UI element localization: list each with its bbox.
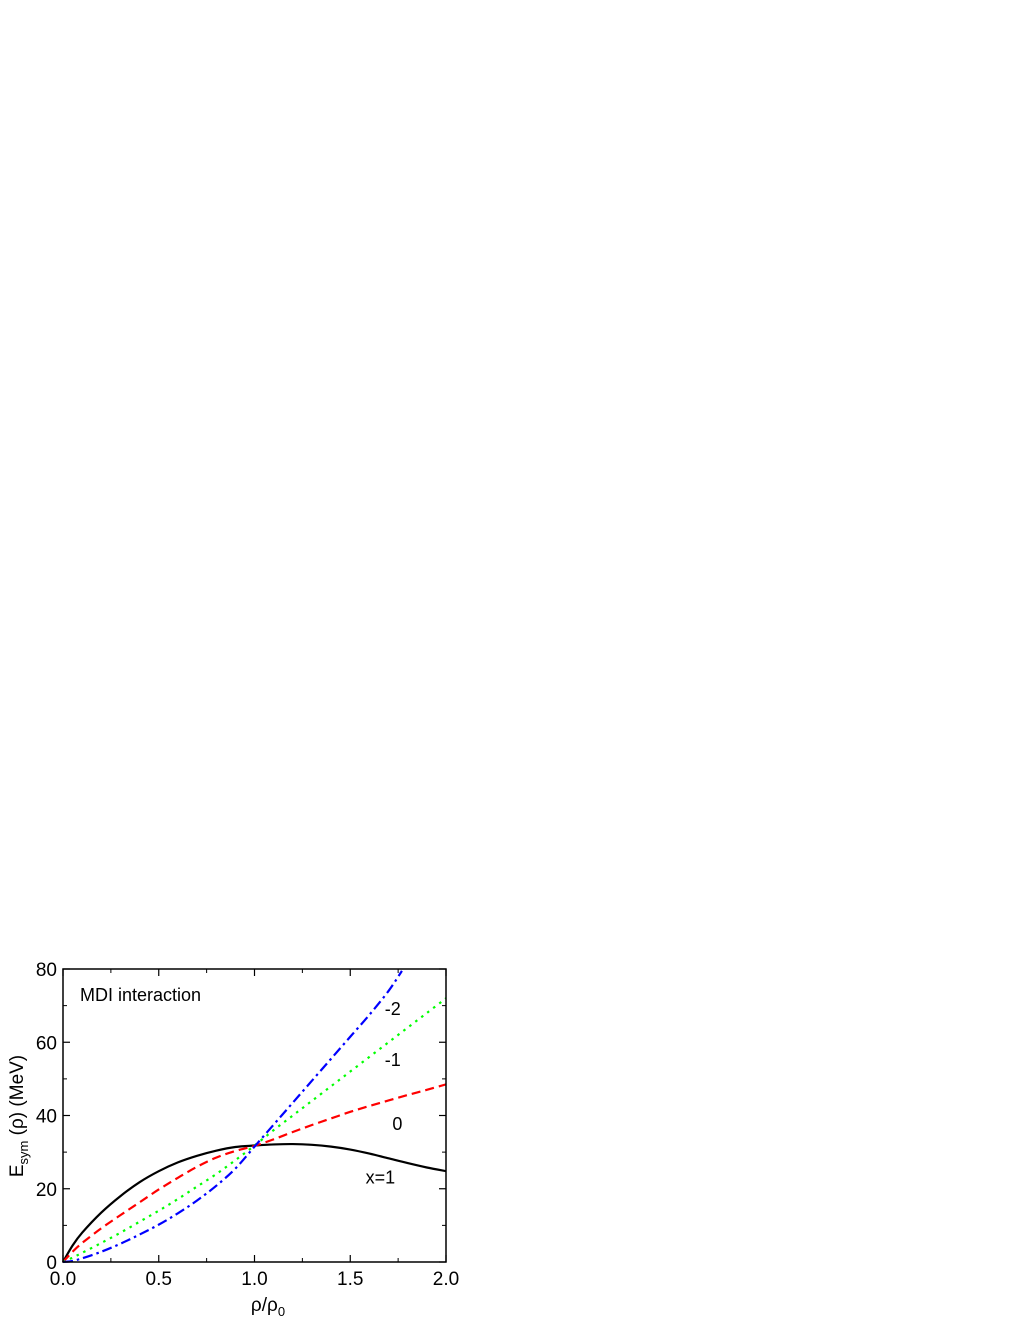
series-line-0 bbox=[62, 1142, 447, 1263]
x-tick-label: 1.5 bbox=[337, 1269, 363, 1290]
series-line-2 bbox=[62, 997, 447, 1264]
curve-label: 0 bbox=[392, 1114, 402, 1134]
ticks-layer bbox=[62, 968, 447, 1263]
y-tick-label: 80 bbox=[36, 960, 57, 981]
x-tick-label: 0.0 bbox=[50, 1269, 76, 1290]
curve-label: x=1 bbox=[366, 1167, 396, 1187]
series-line-3 bbox=[62, 970, 403, 1264]
x-tick-label: 2.0 bbox=[433, 1269, 459, 1290]
series-line-1 bbox=[62, 1083, 447, 1263]
x-tick-label: 0.5 bbox=[146, 1269, 172, 1290]
x-axis-title-sub: 0 bbox=[278, 1304, 285, 1319]
curves-layer bbox=[62, 970, 447, 1264]
y-axis-title: Esym (ρ) (MeV) bbox=[7, 1055, 31, 1177]
curve-label: -2 bbox=[385, 999, 401, 1019]
labels-layer: 0.0 0.5 1.0 1.5 2.0 0 20 40 60 80 -2 -1 0 x=1 bbox=[36, 960, 459, 1290]
y-axis-title-post: (ρ) (MeV) bbox=[7, 1055, 28, 1141]
curve-label: -1 bbox=[385, 1050, 401, 1070]
x-tick-label: 1.0 bbox=[241, 1269, 267, 1290]
y-axis-title-pre: E bbox=[7, 1164, 28, 1177]
x-axis-title: ρ/ρ0 bbox=[251, 1295, 285, 1319]
y-tick-label: 60 bbox=[36, 1033, 57, 1054]
y-axis-title-sub: sym bbox=[16, 1141, 31, 1165]
y-tick-label: 40 bbox=[36, 1107, 57, 1128]
x-axis-title-main: ρ/ρ bbox=[251, 1295, 278, 1316]
y-tick-label: 0 bbox=[46, 1253, 57, 1274]
annotation-label: MDI interaction bbox=[80, 985, 201, 1005]
y-tick-label: 20 bbox=[36, 1180, 57, 1201]
